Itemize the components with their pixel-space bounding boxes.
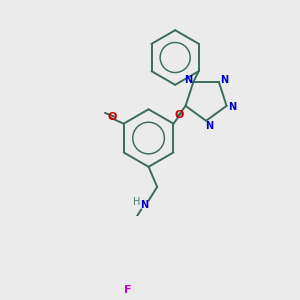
Text: H: H [134, 197, 141, 207]
Text: N: N [220, 75, 228, 85]
Text: N: N [140, 200, 148, 210]
Text: N: N [205, 121, 213, 131]
Text: O: O [108, 112, 117, 122]
Text: O: O [175, 110, 184, 120]
Text: N: N [184, 75, 192, 85]
Text: F: F [124, 285, 131, 295]
Text: N: N [228, 102, 236, 112]
